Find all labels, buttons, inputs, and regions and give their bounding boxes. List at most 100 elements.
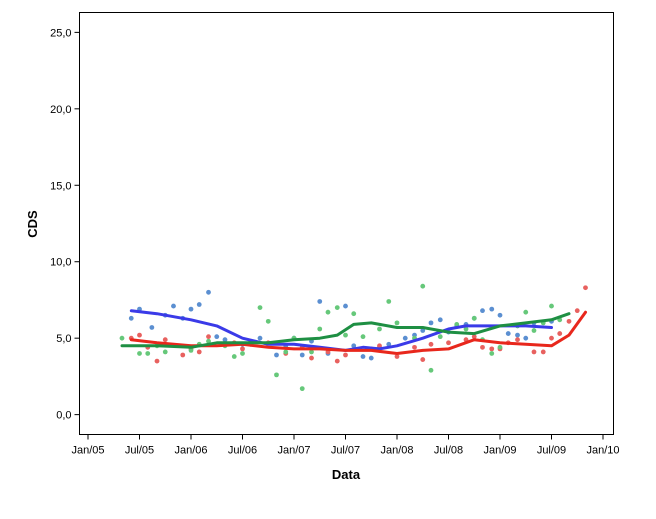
data-point: [196, 349, 202, 355]
data-point: [257, 335, 263, 341]
x-tick-label: Jan/08: [380, 445, 413, 457]
data-point: [420, 328, 426, 333]
data-point: [394, 320, 400, 326]
data-point: [489, 306, 495, 312]
data-point: [206, 338, 211, 344]
data-point: [463, 326, 469, 332]
x-tick-label: Jul/07: [331, 445, 360, 457]
data-point: [119, 335, 125, 341]
data-point: [377, 326, 382, 332]
data-point: [299, 352, 305, 358]
data-point: [145, 351, 151, 356]
data-point: [420, 357, 426, 362]
data-point: [428, 341, 434, 347]
data-point: [377, 343, 382, 349]
data-point: [214, 334, 220, 340]
data-point: [188, 306, 194, 312]
data-point: [360, 354, 366, 359]
data-point: [549, 335, 554, 341]
data-point: [240, 351, 245, 356]
data-point: [549, 303, 554, 309]
data-point: [171, 303, 176, 309]
data-point: [317, 299, 323, 304]
data-point: [394, 354, 400, 359]
data-point: [188, 348, 194, 353]
data-point: [480, 308, 485, 314]
data-point: [206, 289, 211, 295]
fit-line: [129, 310, 587, 355]
data-point: [274, 352, 279, 358]
data-point: [471, 315, 477, 321]
data-point: [428, 367, 434, 373]
x-tick-label: Jul/09: [537, 445, 566, 457]
data-point: [480, 344, 485, 350]
data-point: [231, 354, 237, 359]
data-point: [265, 318, 271, 324]
data-point: [325, 309, 331, 315]
y-tick-label: 15,0: [50, 180, 71, 192]
data-point: [515, 337, 520, 343]
data-point: [531, 349, 537, 355]
plot-area: [79, 12, 614, 435]
data-point: [540, 349, 546, 355]
y-tick-label: 0,0: [56, 410, 71, 422]
data-point: [368, 355, 374, 361]
data-point: [257, 305, 263, 310]
data-point: [489, 346, 495, 352]
data-point: [149, 325, 155, 330]
data-point: [412, 344, 417, 350]
x-tick-label: Jan/05: [71, 445, 104, 457]
data-point: [309, 355, 314, 361]
data-point: [360, 334, 366, 340]
fit-lines: [120, 309, 587, 355]
data-point: [420, 283, 426, 289]
data-point: [454, 322, 460, 327]
data-point: [489, 351, 495, 356]
data-point: [351, 343, 357, 349]
x-axis: Jan/05 Jul/05 Jan/06 Jul/06 Jan/07 Jul/07 Jan/…: [71, 434, 620, 457]
y-tick-label: 10,0: [50, 257, 71, 269]
x-tick-label: Jan/07: [277, 445, 310, 457]
x-tick-label: Jul/05: [125, 445, 154, 457]
data-point: [566, 318, 572, 324]
data-point: [299, 386, 305, 392]
data-point: [240, 346, 245, 352]
data-point: [386, 299, 392, 304]
data-point: [428, 320, 434, 326]
data-point: [351, 311, 357, 317]
data-point: [557, 331, 563, 336]
data-point: [334, 358, 340, 364]
y-axis-label: CDS: [25, 210, 40, 238]
data-point: [309, 349, 314, 355]
x-tick-label: Jan/10: [586, 445, 619, 457]
data-point: [137, 332, 142, 338]
data-point: [497, 312, 503, 318]
data-point: [317, 326, 323, 332]
x-tick-label: Jan/09: [483, 445, 516, 457]
data-point: [343, 332, 348, 338]
data-point: [343, 352, 348, 358]
x-tick-label: Jul/08: [434, 445, 463, 457]
data-point: [154, 358, 160, 364]
y-tick-label: 5,0: [56, 333, 71, 345]
data-point: [437, 334, 443, 340]
y-axis: 0,0 5,0 10,0 15,0 20,0 25,0: [50, 27, 80, 422]
data-point: [505, 331, 511, 336]
scatter-points: [119, 283, 588, 392]
data-point: [196, 302, 202, 307]
x-tick-label: Jul/06: [228, 445, 257, 457]
data-point: [162, 349, 168, 355]
data-point: [180, 352, 186, 358]
data-point: [523, 335, 529, 341]
data-point: [402, 335, 408, 341]
data-point: [471, 334, 477, 340]
data-point: [574, 308, 580, 314]
data-point: [334, 305, 340, 310]
data-point: [343, 303, 348, 309]
data-point: [386, 341, 392, 347]
x-axis-label: Data: [332, 467, 361, 482]
data-point: [523, 309, 529, 315]
data-point: [437, 317, 443, 323]
